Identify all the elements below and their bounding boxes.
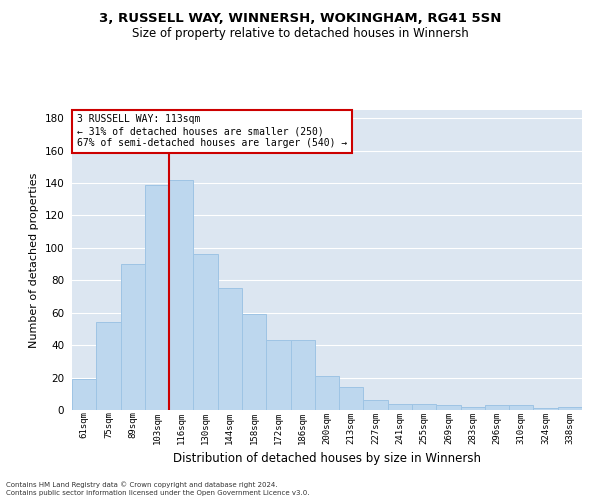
Bar: [412, 404, 436, 410]
Text: Size of property relative to detached houses in Winnersh: Size of property relative to detached ho…: [131, 28, 469, 40]
Bar: [339, 388, 364, 410]
Bar: [121, 264, 145, 410]
Bar: [485, 405, 509, 410]
Bar: [436, 405, 461, 410]
Bar: [461, 407, 485, 410]
Bar: [145, 184, 169, 410]
Bar: [364, 400, 388, 410]
Bar: [72, 379, 96, 410]
Text: Contains HM Land Registry data © Crown copyright and database right 2024.: Contains HM Land Registry data © Crown c…: [6, 481, 277, 488]
Text: 3, RUSSELL WAY, WINNERSH, WOKINGHAM, RG41 5SN: 3, RUSSELL WAY, WINNERSH, WOKINGHAM, RG4…: [99, 12, 501, 26]
Bar: [533, 408, 558, 410]
Bar: [558, 407, 582, 410]
Bar: [290, 340, 315, 410]
Bar: [218, 288, 242, 410]
Text: Contains public sector information licensed under the Open Government Licence v3: Contains public sector information licen…: [6, 490, 310, 496]
Bar: [96, 322, 121, 410]
Text: 3 RUSSELL WAY: 113sqm
← 31% of detached houses are smaller (250)
67% of semi-det: 3 RUSSELL WAY: 113sqm ← 31% of detached …: [77, 114, 347, 148]
Bar: [242, 314, 266, 410]
Bar: [315, 376, 339, 410]
X-axis label: Distribution of detached houses by size in Winnersh: Distribution of detached houses by size …: [173, 452, 481, 465]
Bar: [169, 180, 193, 410]
Y-axis label: Number of detached properties: Number of detached properties: [29, 172, 39, 348]
Bar: [388, 404, 412, 410]
Bar: [266, 340, 290, 410]
Bar: [509, 405, 533, 410]
Bar: [193, 254, 218, 410]
